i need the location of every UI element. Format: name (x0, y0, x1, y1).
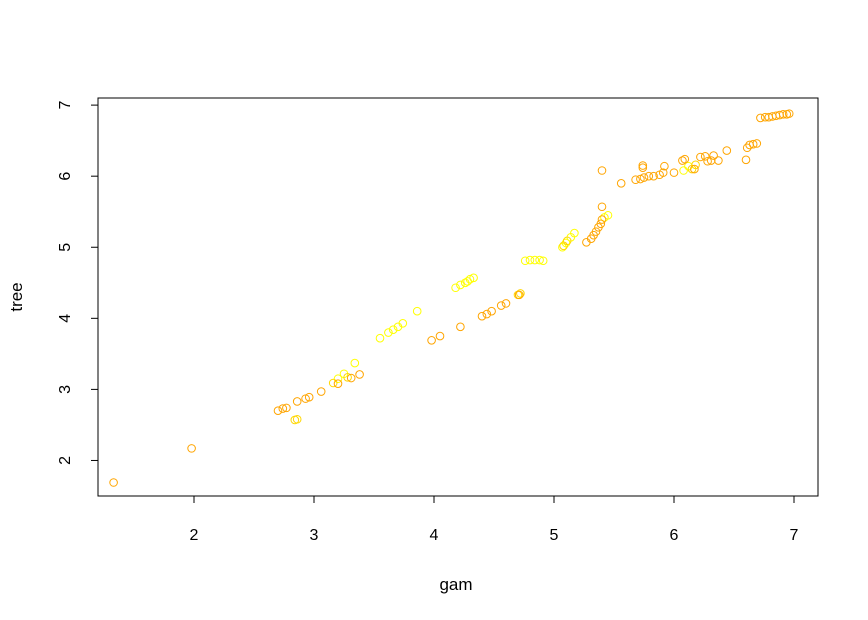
data-point (562, 236, 572, 246)
data-point (355, 370, 364, 379)
data-point (456, 322, 465, 332)
x-tick-label: 4 (430, 527, 439, 544)
data-point (530, 255, 540, 265)
data-point (631, 175, 640, 185)
data-point (501, 299, 511, 308)
x-axis: 2 3 4 5 6 7 (190, 495, 799, 544)
data-point (703, 156, 712, 166)
data-point (570, 228, 579, 238)
y-tick-label: 5 (57, 243, 74, 252)
data-point (538, 256, 548, 266)
data-point (690, 164, 699, 174)
data-point (678, 156, 687, 165)
data-point (435, 331, 445, 341)
data-point (496, 301, 506, 310)
data-point (535, 255, 544, 265)
data-point (304, 392, 314, 402)
data-point (482, 309, 492, 319)
data-point (398, 318, 408, 328)
data-point (714, 156, 723, 165)
data-point (603, 210, 613, 220)
x-tick-label: 7 (790, 527, 799, 544)
data-point (658, 168, 668, 177)
data-point (691, 160, 700, 170)
data-point (514, 290, 524, 300)
data-point (343, 373, 352, 382)
data-point (333, 379, 343, 389)
data-point (316, 387, 326, 396)
data-point (301, 394, 310, 403)
data-point (333, 374, 343, 384)
data-point (784, 109, 794, 118)
data-point (639, 173, 649, 182)
data-point (384, 328, 393, 337)
data-point (644, 171, 654, 181)
data-point (516, 289, 525, 298)
data-point (278, 404, 288, 413)
data-point (456, 280, 465, 290)
data-point (741, 155, 751, 165)
data-point (597, 202, 607, 212)
data-point (752, 139, 762, 148)
data-point (477, 311, 487, 321)
x-tick-label: 2 (190, 527, 199, 544)
data-point (465, 274, 475, 284)
data-point (561, 238, 571, 248)
data-point (597, 215, 607, 224)
x-tick-label: 5 (550, 527, 559, 544)
y-tick-label: 7 (57, 101, 74, 110)
data-point (328, 378, 338, 388)
data-point (616, 178, 626, 188)
data-point (292, 414, 302, 424)
data-point (487, 306, 496, 316)
data-point (292, 397, 302, 406)
data-point (591, 227, 601, 236)
data-point (525, 255, 535, 265)
x-tick-label: 6 (670, 527, 679, 544)
y-tick-label: 2 (57, 456, 74, 465)
data-point (660, 161, 669, 171)
data-point (709, 151, 718, 160)
data-point (187, 444, 196, 453)
data-point (756, 113, 765, 123)
y-axis-title: tree (7, 282, 26, 311)
data-point (596, 219, 606, 229)
y-tick-label: 3 (57, 385, 74, 394)
data-point (469, 273, 478, 283)
data-point (649, 171, 658, 181)
data-point (282, 403, 291, 413)
data-point (696, 152, 705, 162)
y-axis: 2 3 4 5 6 7 (57, 101, 99, 465)
data-point (109, 478, 118, 487)
data-point (636, 174, 645, 184)
data-point (273, 406, 283, 416)
x-axis-title: gam (439, 575, 472, 594)
data-point (680, 154, 690, 164)
data-point (388, 325, 398, 334)
data-points (109, 109, 794, 487)
data-point (451, 283, 460, 293)
data-point (412, 306, 422, 316)
data-point (679, 166, 688, 175)
data-point (778, 110, 788, 119)
data-point (375, 333, 385, 343)
data-point (638, 161, 648, 170)
data-point (669, 168, 679, 177)
data-point (597, 166, 607, 175)
x-tick-label: 3 (310, 527, 319, 544)
data-point (346, 373, 356, 383)
data-point (350, 358, 360, 368)
data-point (748, 139, 758, 149)
y-tick-label: 6 (57, 172, 74, 181)
data-point (638, 163, 648, 172)
data-point (722, 146, 732, 155)
data-point (520, 256, 530, 266)
data-point (700, 151, 710, 161)
data-point (427, 336, 436, 345)
y-tick-label: 4 (57, 314, 74, 323)
